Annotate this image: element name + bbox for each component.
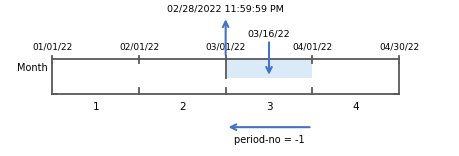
Text: period-no = -1: period-no = -1 [233,135,304,145]
Text: 02/28/2022 11:59:59 PM: 02/28/2022 11:59:59 PM [167,4,284,13]
Text: 03/16/22: 03/16/22 [247,30,290,39]
Text: 01/01/22: 01/01/22 [32,43,72,52]
Text: 02/01/22: 02/01/22 [119,43,159,52]
Text: 4: 4 [352,102,358,112]
Text: 04/01/22: 04/01/22 [291,43,332,52]
Text: 04/30/22: 04/30/22 [378,43,418,52]
Bar [225,59,312,78]
Text: 1: 1 [92,102,99,112]
Text: 2: 2 [179,102,185,112]
Text: Month: Month [17,63,48,73]
Text: 03/01/22: 03/01/22 [205,43,245,52]
Text: 3: 3 [265,102,272,112]
